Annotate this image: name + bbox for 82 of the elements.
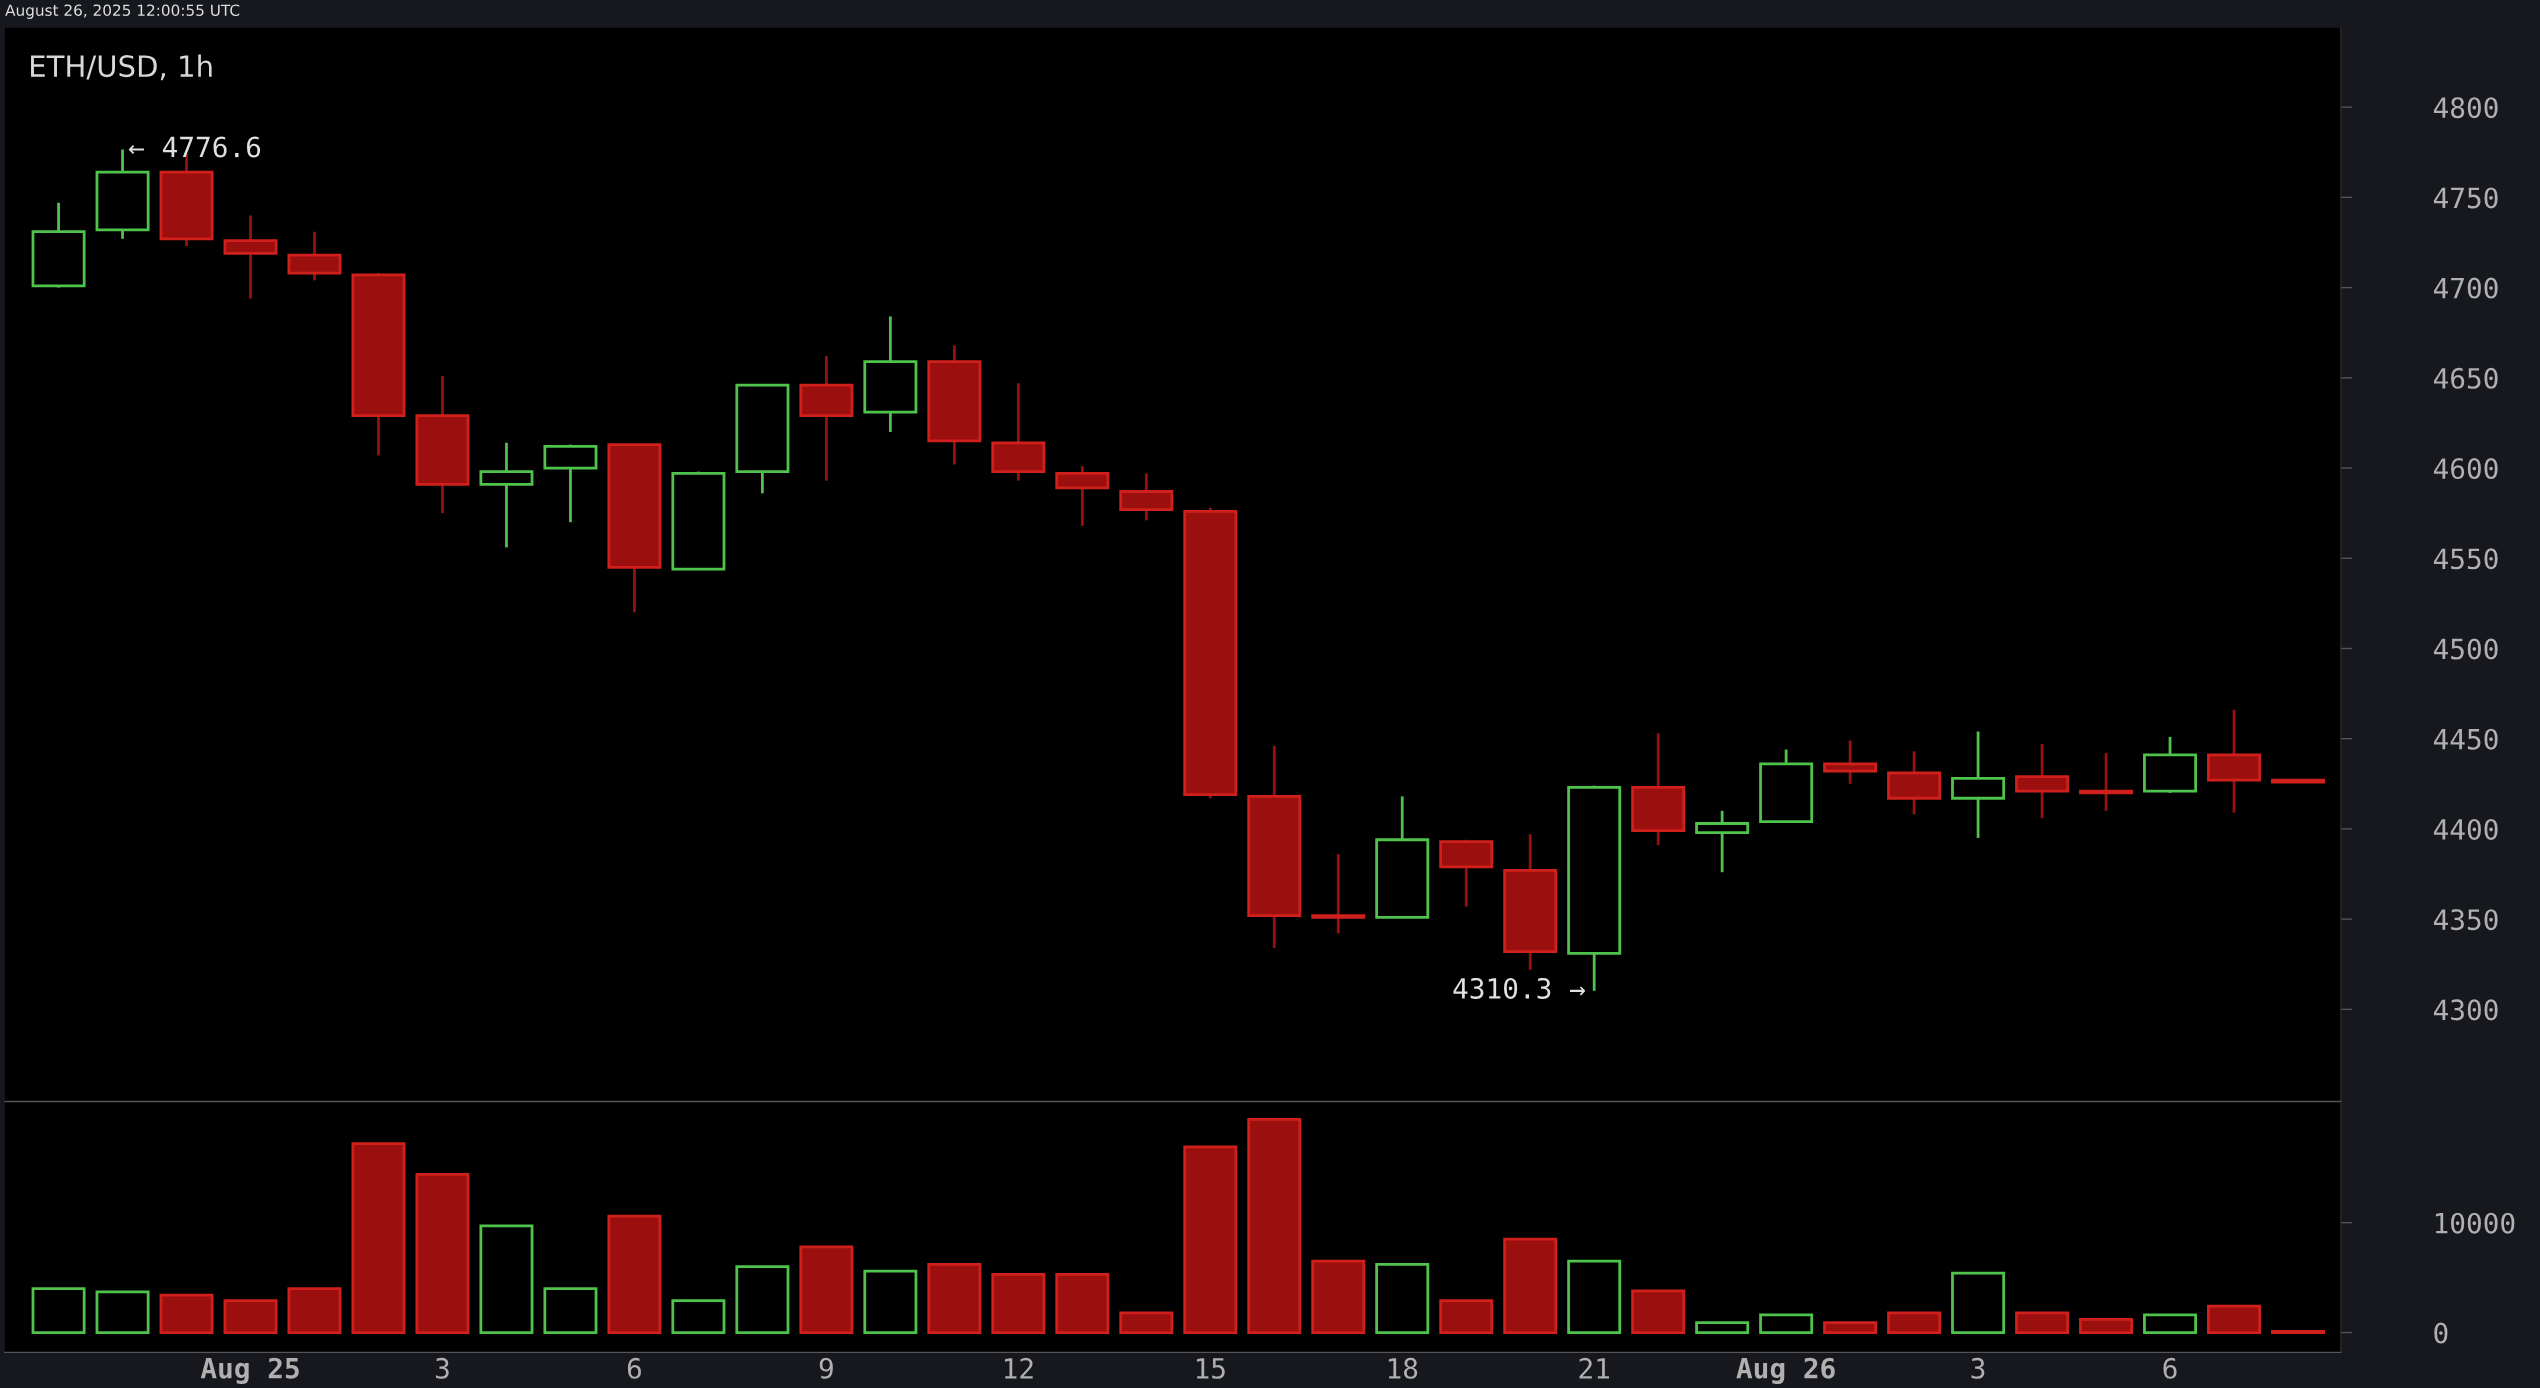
bar [1887, 1311, 1942, 1334]
bar [223, 1299, 278, 1334]
x-tick-label: 6 [2163, 1357, 2177, 1379]
annotation: 4310.3 → [1453, 977, 1585, 999]
bar [1439, 1299, 1494, 1334]
candlestick [1631, 731, 1686, 847]
y-tick-label: 4650 [2433, 367, 2498, 389]
candlestick [1951, 730, 2006, 840]
bar [479, 1224, 534, 1334]
y-tick-label: 10000 [2435, 1212, 2515, 1234]
candlestick [1695, 809, 1750, 874]
candlestick [927, 343, 982, 466]
bar [1951, 1271, 2006, 1334]
candlestick [1119, 472, 1174, 522]
bar [1759, 1313, 1814, 1334]
candlestick [2207, 708, 2261, 815]
y-tick-label: 4450 [2433, 728, 2498, 750]
bar [1119, 1311, 1174, 1334]
y-tick-label: 4700 [2433, 277, 2498, 299]
candlestick [2079, 751, 2134, 813]
text: August 26, 2025 12:00:55 UTC [5, 4, 240, 19]
x-tick-label: Aug 25 [200, 1357, 299, 1385]
candlestick [223, 214, 278, 300]
candlestick [1055, 464, 1110, 528]
x-tick-label: 12 [1004, 1357, 1033, 1379]
bar [415, 1172, 470, 1334]
bar [95, 1290, 150, 1334]
text: ETH/USD, 1h [31, 54, 212, 81]
bar [1503, 1237, 1558, 1334]
bar [799, 1245, 854, 1334]
bar [1247, 1118, 1302, 1334]
bar [1055, 1272, 1110, 1334]
bar [2207, 1304, 2261, 1334]
bar [2015, 1311, 2070, 1334]
y-tick-label: 4800 [2433, 97, 2498, 119]
candlestick [799, 354, 854, 483]
x-tick-label: 18 [1388, 1357, 1418, 1379]
x-tick-label: 21 [1579, 1357, 1610, 1379]
candlestick [95, 147, 150, 241]
bar [2143, 1313, 2198, 1334]
candlestick [1311, 852, 1366, 935]
y-tick-label: 4500 [2433, 638, 2498, 660]
bar [671, 1299, 726, 1334]
bar [1183, 1145, 1238, 1334]
bar [863, 1269, 918, 1334]
bar [543, 1287, 598, 1334]
candlestick [1247, 744, 1302, 950]
bar [351, 1142, 406, 1334]
bar [287, 1287, 342, 1334]
x-tick-label: 3 [1971, 1357, 1985, 1379]
bar [31, 1287, 86, 1334]
bar [1567, 1259, 1622, 1334]
y-tick-label: 4400 [2433, 818, 2498, 840]
y-tick-label: 0 [2434, 1322, 2448, 1344]
y-tick-label: 4300 [2433, 999, 2498, 1021]
candlestick [991, 381, 1046, 483]
bar [1375, 1263, 1430, 1334]
bar [735, 1265, 790, 1334]
x-tick-label: 3 [435, 1357, 449, 1379]
bar [991, 1272, 1046, 1334]
bar [1695, 1321, 1750, 1334]
y-tick-label: 4600 [2433, 458, 2498, 480]
x-tick-label: Aug 26 [1736, 1357, 1835, 1385]
y-tick-label: 4750 [2433, 187, 2498, 209]
bar [607, 1214, 662, 1334]
x-tick-label: 6 [627, 1357, 641, 1379]
y-tick-label: 4550 [2433, 548, 2498, 570]
bar [2079, 1317, 2134, 1334]
candlestick [2015, 742, 2070, 820]
candlestick [863, 315, 918, 434]
x-tick-label: 9 [819, 1357, 833, 1379]
y-tick-label: 4350 [2433, 909, 2498, 931]
bar [927, 1263, 982, 1334]
x-tick-label: 15 [1196, 1358, 1225, 1379]
bar [1631, 1289, 1686, 1334]
candlestick [1503, 832, 1558, 972]
bar [1823, 1321, 1878, 1334]
candlestick [415, 374, 470, 515]
bar [1311, 1259, 1366, 1334]
annotation: ← 4776.6 [129, 136, 261, 158]
candlestick [479, 441, 534, 549]
bar [159, 1293, 214, 1334]
